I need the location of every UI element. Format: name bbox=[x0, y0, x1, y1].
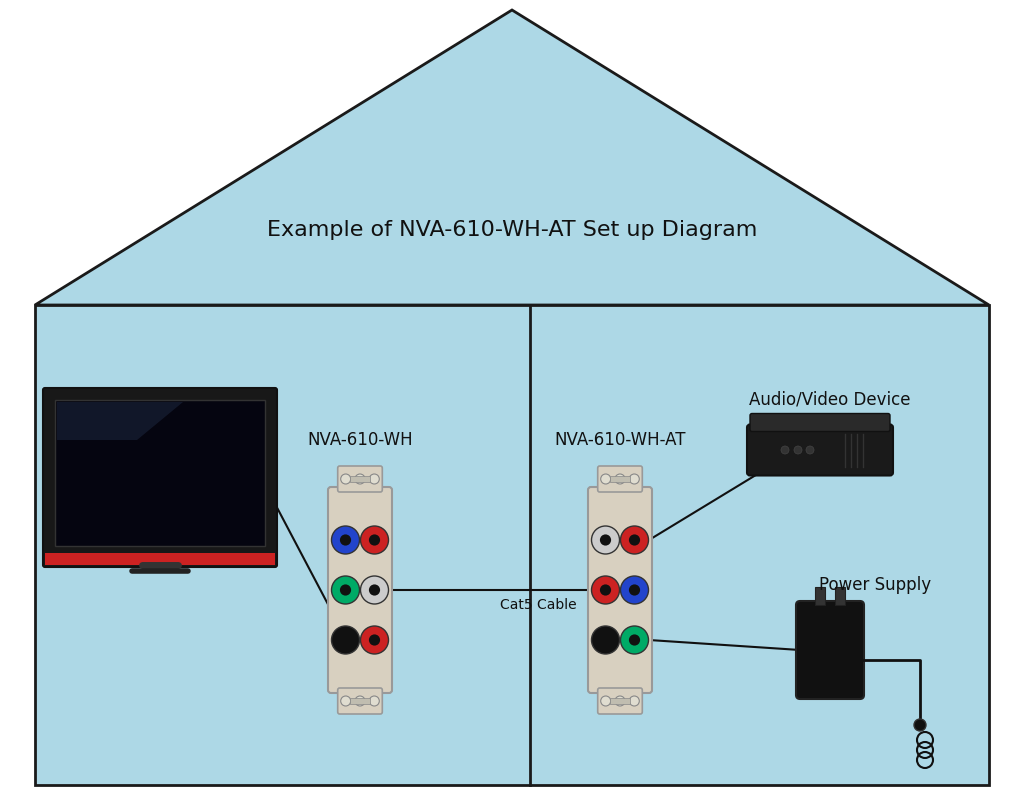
Circle shape bbox=[629, 634, 640, 646]
Circle shape bbox=[360, 526, 388, 554]
Circle shape bbox=[806, 446, 814, 454]
Circle shape bbox=[601, 696, 610, 706]
Circle shape bbox=[600, 634, 611, 646]
Circle shape bbox=[630, 474, 639, 484]
Circle shape bbox=[600, 584, 611, 596]
Polygon shape bbox=[35, 10, 989, 305]
Circle shape bbox=[341, 474, 350, 484]
Text: Power Supply: Power Supply bbox=[819, 576, 931, 594]
FancyBboxPatch shape bbox=[750, 414, 890, 431]
Circle shape bbox=[340, 584, 351, 596]
FancyBboxPatch shape bbox=[796, 601, 864, 699]
FancyBboxPatch shape bbox=[338, 688, 382, 714]
Circle shape bbox=[369, 584, 380, 596]
Bar bbox=[350, 476, 370, 482]
Circle shape bbox=[370, 474, 379, 484]
Circle shape bbox=[629, 584, 640, 596]
Circle shape bbox=[340, 634, 351, 646]
Text: NVA-610-WH: NVA-610-WH bbox=[307, 431, 413, 449]
Text: Cat5 Cable: Cat5 Cable bbox=[500, 598, 577, 612]
FancyBboxPatch shape bbox=[746, 424, 893, 476]
Circle shape bbox=[914, 719, 926, 731]
Polygon shape bbox=[57, 402, 183, 440]
Circle shape bbox=[369, 535, 380, 546]
Bar bbox=[610, 476, 630, 482]
Circle shape bbox=[355, 696, 365, 706]
Circle shape bbox=[332, 576, 359, 604]
Circle shape bbox=[355, 474, 365, 484]
Bar bbox=[610, 698, 630, 704]
Circle shape bbox=[370, 696, 379, 706]
Text: Audio/Video Device: Audio/Video Device bbox=[750, 390, 910, 408]
Circle shape bbox=[600, 535, 611, 546]
Circle shape bbox=[615, 474, 625, 484]
Bar bbox=[35, 305, 989, 785]
Circle shape bbox=[340, 535, 351, 546]
Circle shape bbox=[621, 526, 648, 554]
Circle shape bbox=[592, 626, 620, 654]
Bar bbox=[45, 553, 275, 565]
Bar bbox=[815, 587, 825, 605]
FancyBboxPatch shape bbox=[43, 388, 278, 567]
Circle shape bbox=[794, 446, 802, 454]
Circle shape bbox=[360, 626, 388, 654]
Bar bbox=[55, 400, 265, 546]
Circle shape bbox=[630, 696, 639, 706]
Circle shape bbox=[341, 696, 350, 706]
FancyBboxPatch shape bbox=[328, 487, 392, 693]
FancyBboxPatch shape bbox=[588, 487, 652, 693]
Circle shape bbox=[615, 696, 625, 706]
Circle shape bbox=[360, 576, 388, 604]
Bar bbox=[350, 698, 370, 704]
Circle shape bbox=[332, 626, 359, 654]
Text: Example of NVA-610-WH-AT Set up Diagram: Example of NVA-610-WH-AT Set up Diagram bbox=[267, 220, 757, 240]
FancyBboxPatch shape bbox=[338, 466, 382, 492]
Circle shape bbox=[629, 535, 640, 546]
FancyBboxPatch shape bbox=[598, 688, 642, 714]
Circle shape bbox=[592, 576, 620, 604]
FancyBboxPatch shape bbox=[598, 466, 642, 492]
Circle shape bbox=[601, 474, 610, 484]
Circle shape bbox=[592, 526, 620, 554]
Bar bbox=[835, 587, 845, 605]
Circle shape bbox=[781, 446, 790, 454]
Circle shape bbox=[621, 576, 648, 604]
Text: NVA-610-WH-AT: NVA-610-WH-AT bbox=[554, 431, 686, 449]
Circle shape bbox=[332, 526, 359, 554]
Circle shape bbox=[621, 626, 648, 654]
Circle shape bbox=[369, 634, 380, 646]
